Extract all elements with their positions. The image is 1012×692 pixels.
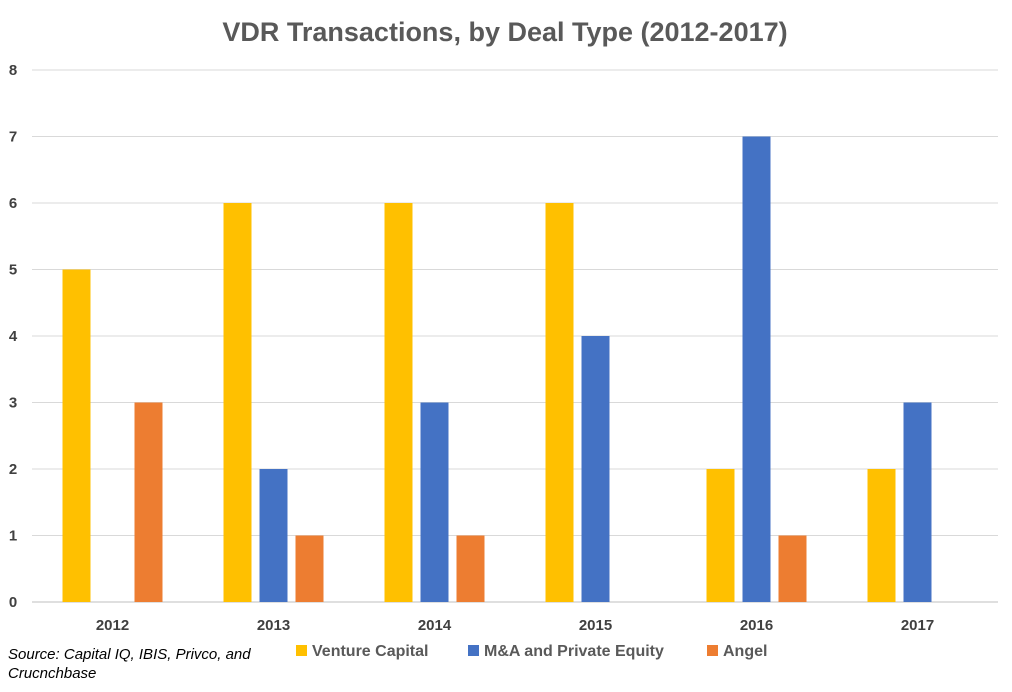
x-tick-label: 2014 bbox=[418, 617, 452, 634]
x-tick-label: 2017 bbox=[901, 617, 934, 634]
y-tick-label: 0 bbox=[9, 594, 17, 611]
bar bbox=[134, 402, 163, 602]
y-tick-label: 2 bbox=[9, 461, 17, 478]
y-tick-label: 3 bbox=[9, 395, 17, 412]
bar bbox=[62, 269, 91, 602]
legend-swatch bbox=[468, 645, 479, 656]
gridlines bbox=[32, 69, 998, 603]
bar bbox=[742, 136, 771, 602]
bar bbox=[295, 535, 324, 602]
x-tick-label: 2012 bbox=[96, 617, 129, 634]
bar bbox=[420, 402, 449, 602]
y-tick-label: 7 bbox=[9, 129, 17, 146]
legend-label: Venture Capital bbox=[312, 643, 428, 660]
y-axis-ticks: 0 1 2 3 4 5 6 7 8 bbox=[9, 62, 18, 611]
bar bbox=[867, 469, 896, 602]
bar bbox=[581, 336, 610, 602]
legend: Venture Capital M&A and Private Equity Ang… bbox=[296, 643, 767, 660]
source-note: Source: Capital IQ, IBIS, Privco, and Cr… bbox=[8, 646, 251, 682]
x-tick-label: 2013 bbox=[257, 617, 290, 634]
chart-title: VDR Transactions, by Deal Type (2012-201… bbox=[222, 17, 787, 47]
y-tick-label: 6 bbox=[9, 195, 17, 212]
bar bbox=[223, 203, 252, 602]
y-tick-label: 5 bbox=[9, 262, 17, 279]
bar bbox=[545, 203, 574, 602]
bar bbox=[384, 203, 413, 602]
y-tick-label: 1 bbox=[9, 528, 17, 545]
bars bbox=[62, 136, 932, 602]
x-tick-label: 2015 bbox=[579, 617, 612, 634]
x-tick-label: 2016 bbox=[740, 617, 773, 634]
legend-label: M&A and Private Equity bbox=[484, 643, 664, 660]
legend-swatch bbox=[707, 645, 718, 656]
bar bbox=[706, 469, 735, 602]
legend-swatch bbox=[296, 645, 307, 656]
bar bbox=[778, 535, 807, 602]
bar bbox=[456, 535, 485, 602]
bar bbox=[259, 469, 288, 602]
x-axis-ticks: 2012 2013 2014 2015 2016 2017 bbox=[96, 617, 934, 634]
y-tick-label: 8 bbox=[9, 62, 17, 79]
y-tick-label: 4 bbox=[9, 328, 18, 345]
bar bbox=[903, 402, 932, 602]
legend-label: Angel bbox=[723, 643, 767, 660]
